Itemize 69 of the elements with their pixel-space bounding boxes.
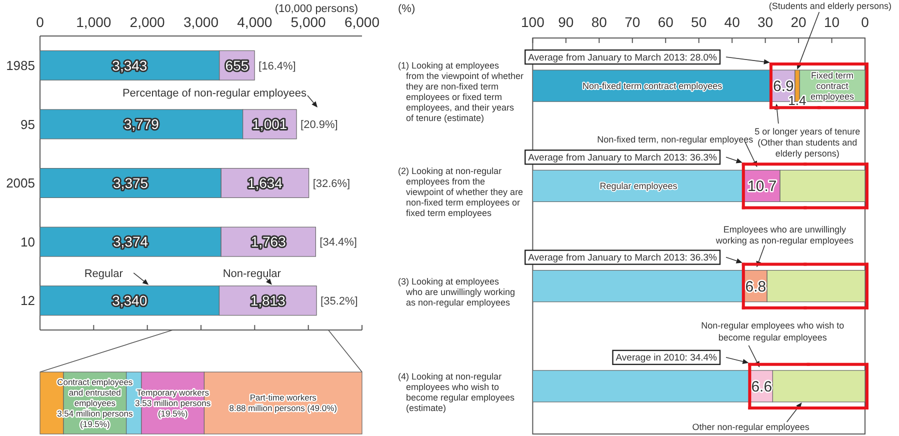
data-label: 1,813 (250, 292, 286, 308)
x-tick-label: 70 (624, 14, 640, 30)
data-label: 6.8 (745, 278, 766, 296)
x-tick-label: 90 (558, 14, 574, 30)
data-label: 3,375 (113, 174, 148, 191)
x-axis-title: (10,000 persons) (274, 2, 358, 15)
y-tick-label: 1985 (6, 58, 35, 73)
annotation: [34.4%] (320, 236, 357, 249)
y-tick-label: 2005 (6, 176, 35, 191)
data-label: 1,634 (247, 174, 283, 191)
data-label: 1.4 (788, 93, 806, 108)
series-label: Regular employees (600, 181, 678, 192)
bar (532, 270, 745, 302)
annotation: [20.9%] (300, 119, 338, 132)
data-label: 3,340 (112, 292, 148, 308)
bar (532, 170, 745, 202)
x-tick-label: 40 (724, 14, 740, 30)
annotation: Average from January to March 2013: 36.3% (528, 252, 718, 264)
text: Employees who are unwillingly working as non-regular employees (714, 224, 854, 246)
series-label: Non-fixed term contract employees (582, 80, 723, 91)
x-tick-label: 60 (658, 14, 674, 30)
x-tick-label: 5,000 (290, 14, 326, 30)
annotation: Percentage of non-regular employees (122, 87, 308, 100)
annotation: [35.2%] (320, 295, 358, 308)
y-tick-label: (1) Looking at employees from the viewpoint of whether they are non-fixed term employees or fixed term employees, and their years of tenure (estimate) (398, 60, 524, 124)
annotation: Average in 2010: 34.4% (616, 352, 718, 364)
x-tick-label: 4,000 (237, 14, 272, 30)
y-tick-label: 10 (20, 234, 35, 250)
data-label: 8.88 million persons (49.0%) (229, 403, 338, 414)
data-label: 3,343 (112, 57, 148, 74)
data-label: 3,374 (113, 234, 148, 250)
x-tick-label: 80 (591, 14, 608, 30)
y-tick-label: (3) Looking at employees who are unwillingly working as non-regular employees (398, 276, 516, 308)
annotation: Average from January to March 2013: 36.3% (528, 152, 718, 164)
text: (Students and elderly persons) (768, 1, 892, 12)
x-tick-label: 30 (758, 14, 774, 30)
data-label: 6.9 (772, 78, 794, 96)
data-label: 1,001 (252, 116, 288, 132)
x-tick-label: 0 (861, 14, 870, 30)
series-label: Non-regular (222, 268, 282, 280)
x-tick-label: 3,000 (183, 14, 219, 30)
x-tick-label: 2,000 (130, 14, 166, 30)
data-label: 1,763 (250, 234, 286, 250)
annotation: [32.6%] (312, 178, 350, 190)
y-tick-label: (2) Looking at non-regular employees from the viewpoint of whether they are non-fixed term employees or fixed term employees (398, 166, 524, 218)
y-tick-label: 12 (20, 293, 35, 308)
data-label: 6.6 (751, 378, 772, 396)
annotation: Average from January to March 2013: 28.0% (528, 52, 718, 64)
annotation: [16.4%] (258, 60, 296, 72)
series-label: Fixed term contract employees (810, 70, 855, 102)
data-label: 3,779 (124, 116, 160, 132)
text: Other non-regular employees (692, 422, 810, 432)
text: 5 or longer years of tenure (Other than students and elderly persons) (754, 126, 860, 159)
series-label: Part-time workers (250, 392, 316, 403)
y-tick-label: (4) Looking at non-regular employees who wish to become regular employees (estimate) (398, 372, 516, 414)
x-tick-label: 10 (824, 14, 840, 30)
data-label: 10.7 (748, 178, 777, 196)
x-tick-label: 50 (691, 14, 707, 30)
series-label: Regular (84, 268, 124, 280)
data-label: 655 (225, 57, 249, 74)
text: Non-fixed term, non-regular employees (597, 134, 754, 144)
text: Non-regular employees who wish to become regular employees (701, 320, 844, 343)
x-axis-title: (%) (398, 2, 416, 15)
x-tick-label: 1,000 (76, 14, 112, 30)
x-tick-label: 0 (36, 14, 44, 30)
y-tick-label: 95 (20, 116, 35, 132)
x-tick-label: 100 (521, 14, 545, 30)
x-tick-label: 20 (790, 14, 807, 30)
x-tick-label: 6,000 (344, 14, 380, 30)
